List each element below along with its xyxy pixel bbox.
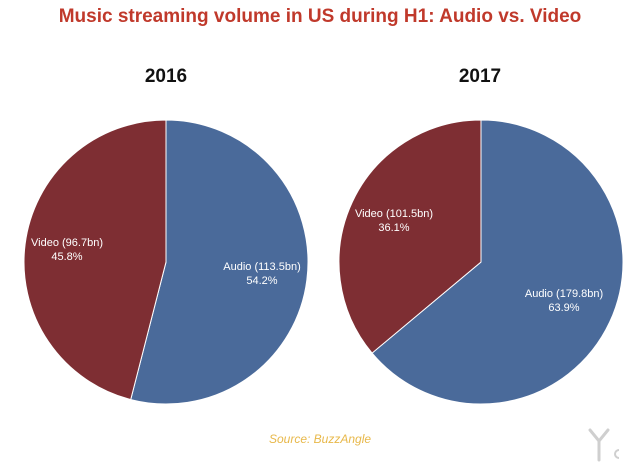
pie-slice-video-2016 bbox=[23, 119, 167, 401]
pie-slice-video-2017 bbox=[338, 119, 482, 354]
slice-percent-video-2017: 36.1% bbox=[378, 222, 409, 234]
pie-title-2016: 2016 bbox=[144, 66, 188, 87]
slice-label-audio-2016: Audio (113.5bn) bbox=[223, 261, 300, 273]
slice-label-video-2017: Video (101.5bn) bbox=[355, 208, 433, 220]
source-note: Source: BuzzAngle bbox=[268, 432, 372, 446]
pie-title-2017: 2017 bbox=[458, 66, 502, 87]
pie-slice-audio-2017 bbox=[371, 119, 624, 405]
slice-label-audio-2017: Audio (179.8bn) bbox=[525, 288, 603, 300]
slice-percent-audio-2016: 54.2% bbox=[246, 275, 277, 287]
watermark-icon bbox=[588, 428, 620, 462]
slice-label-video-2016: Video (96.7bn) bbox=[31, 237, 103, 249]
chart-title: Music streaming volume in US during H1: … bbox=[58, 6, 582, 27]
slice-percent-audio-2017: 63.9% bbox=[548, 302, 579, 314]
slice-percent-video-2016: 45.8% bbox=[51, 251, 82, 263]
pie-slice-audio-2016 bbox=[130, 119, 309, 405]
